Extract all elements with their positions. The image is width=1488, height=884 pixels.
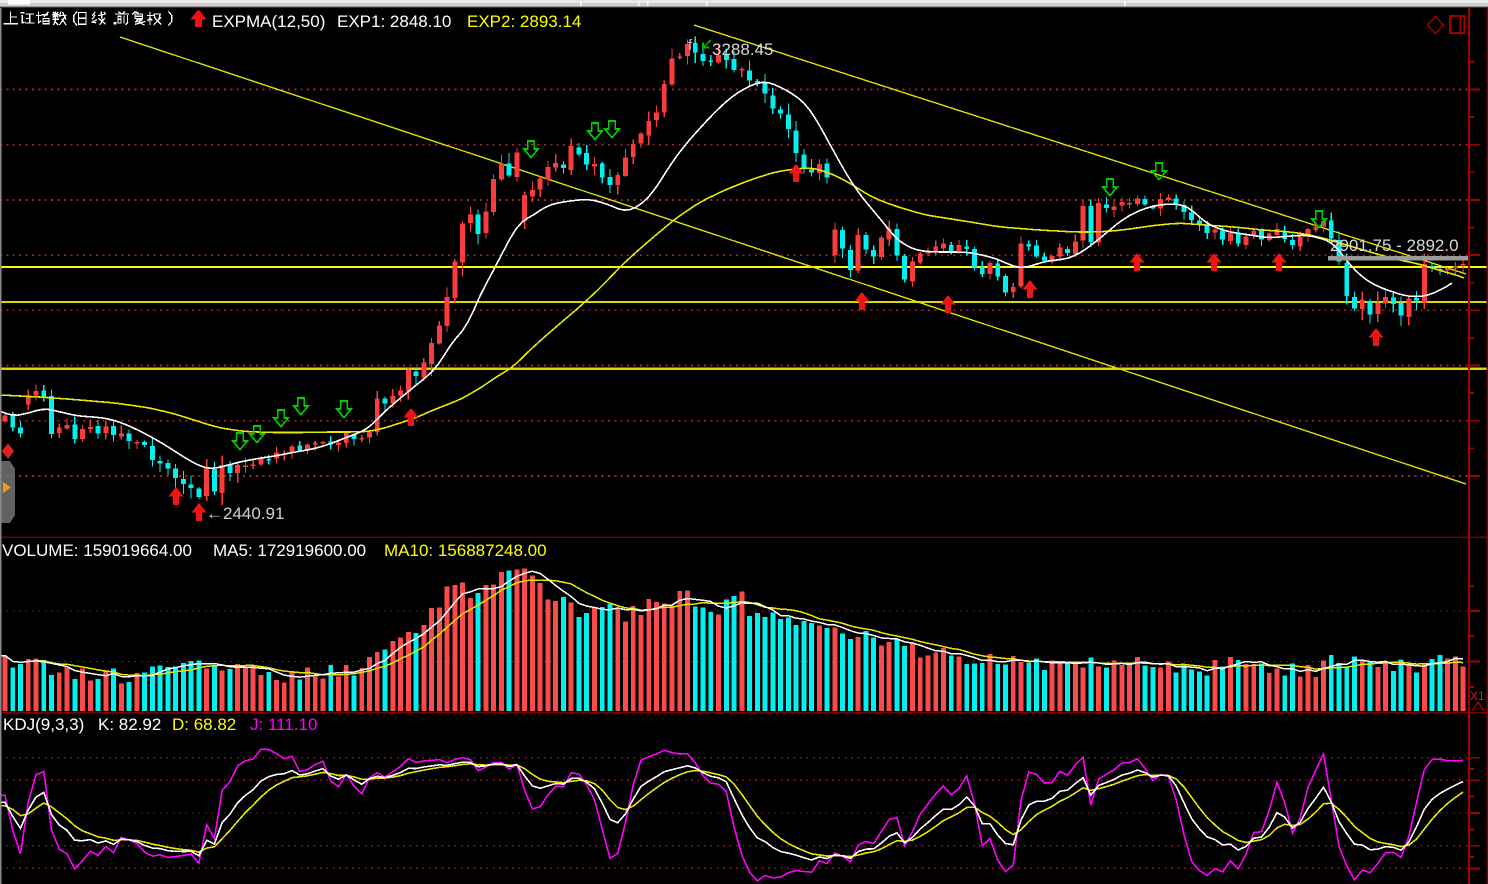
svg-text:f: f xyxy=(688,37,693,54)
svg-text:KDJ(9,3,3): KDJ(9,3,3) xyxy=(3,715,84,734)
svg-text:VOLUME: 159019664.00: VOLUME: 159019664.00 xyxy=(2,541,192,560)
svg-text:EXP2: 2893.14: EXP2: 2893.14 xyxy=(467,12,581,31)
svg-text:J: 111.10: J: 111.10 xyxy=(250,715,317,734)
svg-text:←2440.91: ←2440.91 xyxy=(206,504,284,523)
svg-text:EXP1: 2848.10: EXP1: 2848.10 xyxy=(337,12,451,31)
svg-text:D: 68.82: D: 68.82 xyxy=(172,715,236,734)
svg-text:MA5: 172919600.00: MA5: 172919600.00 xyxy=(213,541,366,560)
svg-text:3288.45: 3288.45 xyxy=(712,40,773,59)
svg-text:K: 82.92: K: 82.92 xyxy=(98,715,161,734)
svg-text:MA10: 156887248.00: MA10: 156887248.00 xyxy=(384,541,547,560)
svg-text:X1: X1 xyxy=(1470,689,1485,703)
svg-text:EXPMA(12,50): EXPMA(12,50) xyxy=(212,12,325,31)
svg-text:2901.75 - 2892.0: 2901.75 - 2892.0 xyxy=(1330,236,1459,255)
